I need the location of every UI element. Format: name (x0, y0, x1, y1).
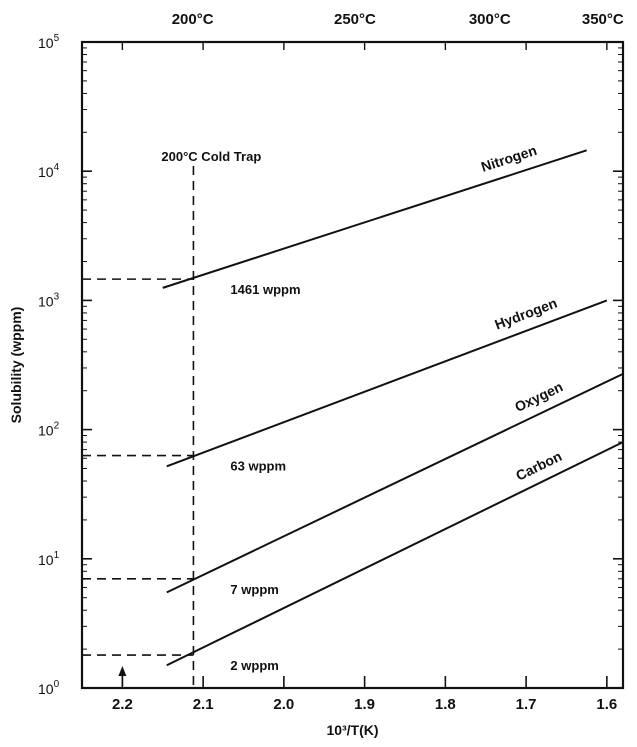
plot-frame (80, 40, 625, 690)
y-axis-title: Solubility (wppm) (8, 307, 24, 424)
series-label-hydrogen: Hydrogen (492, 295, 559, 333)
x-tick-label: 1.7 (516, 696, 537, 713)
plot-border (80, 40, 625, 690)
axes-layer: 2.2 2.1 2.0 1.9 1.8 1.7 1.6 100 101 102 103 104 105 2… (8, 11, 624, 738)
y-tick-label: 103 (38, 291, 60, 309)
series-label-nitrogen: Nitrogen (479, 142, 539, 175)
y-tick-label: 105 (38, 33, 60, 51)
top-axis-label: 350°C (582, 11, 624, 28)
y-tick-label: 102 (38, 421, 60, 439)
x-tick-label: 2.1 (193, 696, 214, 713)
y-tick-label: 101 (38, 550, 60, 568)
series-layer (162, 149, 624, 667)
annotation-carbon: 2 wppm (230, 658, 278, 673)
y-tick-label: 100 (38, 679, 60, 697)
x-tick-label: 1.8 (435, 696, 456, 713)
top-axis-label: 300°C (469, 11, 511, 28)
annotation-hydrogen: 63 wppm (230, 459, 286, 474)
x-tick-label: 1.9 (354, 696, 375, 713)
series-line-hydrogen (166, 299, 608, 468)
labels-layer: 1461 wppm 63 wppm 7 wppm 2 wppm Nitrogen Hydr… (230, 142, 565, 673)
marker-arrow-head (118, 666, 127, 676)
series-label-carbon: Carbon (513, 448, 564, 484)
annotation-oxygen: 7 wppm (230, 582, 278, 597)
cold-trap-guides: 200°C Cold Trap (82, 149, 261, 688)
series-line-carbon (166, 441, 624, 667)
series-label-oxygen: Oxygen (512, 378, 565, 415)
annotation-nitrogen: 1461 wppm (230, 282, 300, 297)
top-axis-label: 250°C (334, 11, 376, 28)
cold-trap-label: 200°C Cold Trap (161, 149, 261, 164)
series-line-nitrogen (162, 149, 587, 289)
x-tick-label: 2.2 (112, 696, 133, 713)
x-axis-title: 10³/T(K) (326, 722, 378, 738)
series-line-oxygen (166, 372, 624, 594)
x-tick-label: 1.6 (596, 696, 617, 713)
top-axis-label: 200°C (172, 11, 214, 28)
x-tick-label: 2.0 (273, 696, 294, 713)
y-tick-label: 104 (38, 162, 60, 180)
